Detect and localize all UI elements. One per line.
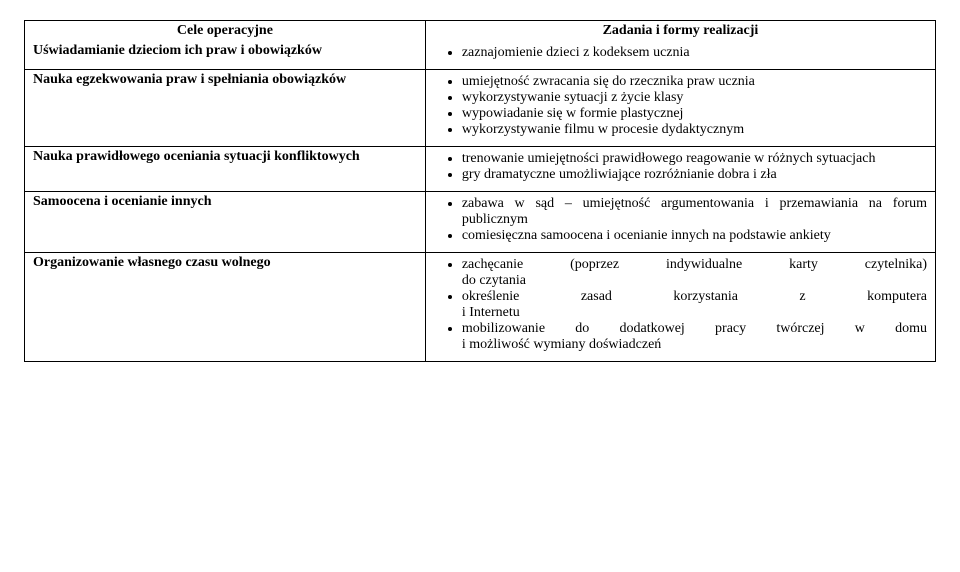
justified-line: do czytania — [462, 273, 927, 289]
list-item: umiejętność zwracania się do rzecznika p… — [462, 74, 927, 90]
row-right: zabawa w sąd – umiejętność argumentowani… — [425, 192, 935, 253]
row-left: Uświadamianie dzieciom ich praw i obowią… — [25, 41, 426, 70]
justified-line: zachęcanie (poprzez indywidualne karty c… — [462, 257, 927, 273]
row-right: umiejętność zwracania się do rzecznika p… — [425, 70, 935, 147]
justified-line: określenie zasad korzystania z komputera — [462, 289, 927, 305]
list-item: trenowanie umiejętności prawidłowego rea… — [462, 151, 927, 167]
justified-line: i Internetu — [462, 305, 927, 321]
bullet-list: zaznajomienie dzieci z kodeksem ucznia — [434, 45, 927, 61]
justified-line: i możliwość wymiany doświadczeń — [462, 337, 927, 353]
list-item: zaznajomienie dzieci z kodeksem ucznia — [462, 45, 927, 61]
table-row: Samoocena i ocenianie innych zabawa w są… — [25, 192, 936, 253]
bullet-list: trenowanie umiejętności prawidłowego rea… — [434, 151, 927, 183]
row-left: Nauka egzekwowania praw i spełniania obo… — [25, 70, 426, 147]
list-item: mobilizowanie do dodatkowej pracy twórcz… — [462, 321, 927, 353]
list-item: wypowiadanie się w formie plastycznej — [462, 106, 927, 122]
table-row: Nauka prawidłowego oceniania sytuacji ko… — [25, 147, 936, 192]
list-item: gry dramatyczne umożliwiające rozróżnian… — [462, 167, 927, 183]
list-item: wykorzystywanie sytuacji z życie klasy — [462, 90, 927, 106]
row-right: zachęcanie (poprzez indywidualne karty c… — [425, 253, 935, 362]
row-right: zaznajomienie dzieci z kodeksem ucznia — [425, 41, 935, 70]
bullet-list: zabawa w sąd – umiejętność argumentowani… — [434, 196, 927, 244]
header-right: Zadania i formy realizacji — [425, 21, 935, 42]
list-item: zabawa w sąd – umiejętność argumentowani… — [462, 196, 927, 228]
table-row: Nauka egzekwowania praw i spełniania obo… — [25, 70, 936, 147]
bullet-list: zachęcanie (poprzez indywidualne karty c… — [434, 257, 927, 353]
list-item: określenie zasad korzystania z komputera… — [462, 289, 927, 321]
bullet-list: umiejętność zwracania się do rzecznika p… — [434, 74, 927, 138]
row-right: trenowanie umiejętności prawidłowego rea… — [425, 147, 935, 192]
row-left: Nauka prawidłowego oceniania sytuacji ko… — [25, 147, 426, 192]
justified-line: mobilizowanie do dodatkowej pracy twórcz… — [462, 321, 927, 337]
row-left: Samoocena i ocenianie innych — [25, 192, 426, 253]
document-table: Cele operacyjne Zadania i formy realizac… — [24, 20, 936, 362]
list-item: zachęcanie (poprzez indywidualne karty c… — [462, 257, 927, 289]
row-left: Organizowanie własnego czasu wolnego — [25, 253, 426, 362]
list-item: comiesięczna samoocena i ocenianie innyc… — [462, 228, 927, 244]
table-row: Uświadamianie dzieciom ich praw i obowią… — [25, 41, 936, 70]
header-left: Cele operacyjne — [25, 21, 426, 42]
table-row: Organizowanie własnego czasu wolnego zac… — [25, 253, 936, 362]
list-item: wykorzystywanie filmu w procesie dydakty… — [462, 122, 927, 138]
